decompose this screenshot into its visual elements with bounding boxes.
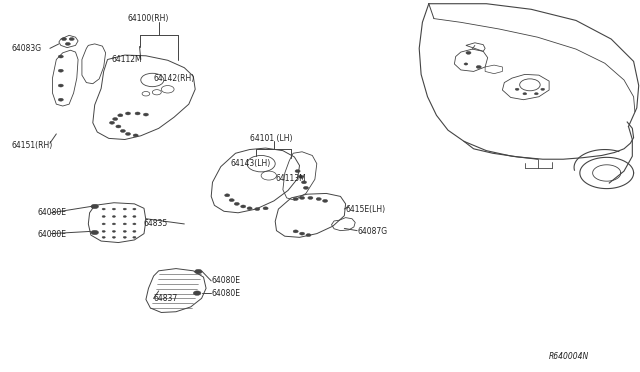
Circle shape [102,230,105,232]
Circle shape [102,216,105,217]
Text: 64100(RH): 64100(RH) [128,14,170,23]
Circle shape [113,208,115,210]
Circle shape [234,202,239,205]
Circle shape [124,230,127,232]
Circle shape [247,207,252,210]
Circle shape [124,216,127,217]
Circle shape [263,207,268,210]
Text: 64101 (LH): 64101 (LH) [250,134,292,143]
Circle shape [193,291,201,295]
Circle shape [135,112,140,115]
Circle shape [102,237,105,238]
Circle shape [58,69,63,72]
Text: 64142(RH): 64142(RH) [154,74,195,83]
Circle shape [113,237,115,238]
Circle shape [323,199,328,202]
Circle shape [58,98,63,101]
Circle shape [102,208,105,210]
Circle shape [308,196,313,199]
Circle shape [300,232,305,235]
Circle shape [133,208,136,210]
Circle shape [523,93,527,95]
Circle shape [541,88,545,90]
Circle shape [306,234,311,237]
Circle shape [133,237,136,238]
Circle shape [466,51,471,54]
Circle shape [124,237,127,238]
Circle shape [225,194,230,197]
Circle shape [293,198,298,201]
Circle shape [91,230,99,235]
Circle shape [133,223,136,225]
Circle shape [113,118,118,121]
Text: 64113M: 64113M [275,174,306,183]
Circle shape [113,230,115,232]
Text: 64835: 64835 [144,219,168,228]
Circle shape [116,125,121,128]
Circle shape [58,84,63,87]
Circle shape [476,65,481,68]
Text: 64143(LH): 64143(LH) [230,159,271,168]
Circle shape [301,181,307,184]
Circle shape [65,42,70,45]
Circle shape [255,208,260,211]
Circle shape [534,93,538,95]
Text: 6415E(LH): 6415E(LH) [346,205,386,214]
Text: 64080E: 64080E [211,276,240,285]
Circle shape [124,223,127,225]
Circle shape [102,223,105,225]
Circle shape [125,132,131,135]
Circle shape [124,208,127,210]
Circle shape [143,113,148,116]
Circle shape [133,230,136,232]
Circle shape [195,269,202,274]
Text: 64837: 64837 [154,294,178,303]
Circle shape [113,223,115,225]
Circle shape [293,230,298,233]
Text: 64083G: 64083G [12,44,42,53]
Circle shape [241,205,246,208]
Circle shape [316,198,321,201]
Circle shape [120,129,125,132]
Text: R640004N: R640004N [549,352,589,361]
Circle shape [69,38,74,41]
Circle shape [61,38,67,41]
Text: 64112M: 64112M [112,55,143,64]
Circle shape [109,121,115,124]
Circle shape [464,63,468,65]
Circle shape [133,134,138,137]
Text: 64080E: 64080E [211,289,240,298]
Circle shape [125,112,131,115]
Circle shape [118,114,123,117]
Circle shape [303,186,308,189]
Circle shape [58,55,63,58]
Text: 64087G: 64087G [357,227,387,236]
Circle shape [91,204,99,209]
Circle shape [298,175,303,178]
Text: 64080E: 64080E [37,208,66,217]
Circle shape [229,199,234,202]
Circle shape [113,216,115,217]
Text: 64080E: 64080E [37,230,66,239]
Circle shape [300,196,305,199]
Text: 64151(RH): 64151(RH) [12,141,52,150]
Circle shape [133,216,136,217]
Circle shape [515,88,519,90]
Circle shape [295,170,300,173]
